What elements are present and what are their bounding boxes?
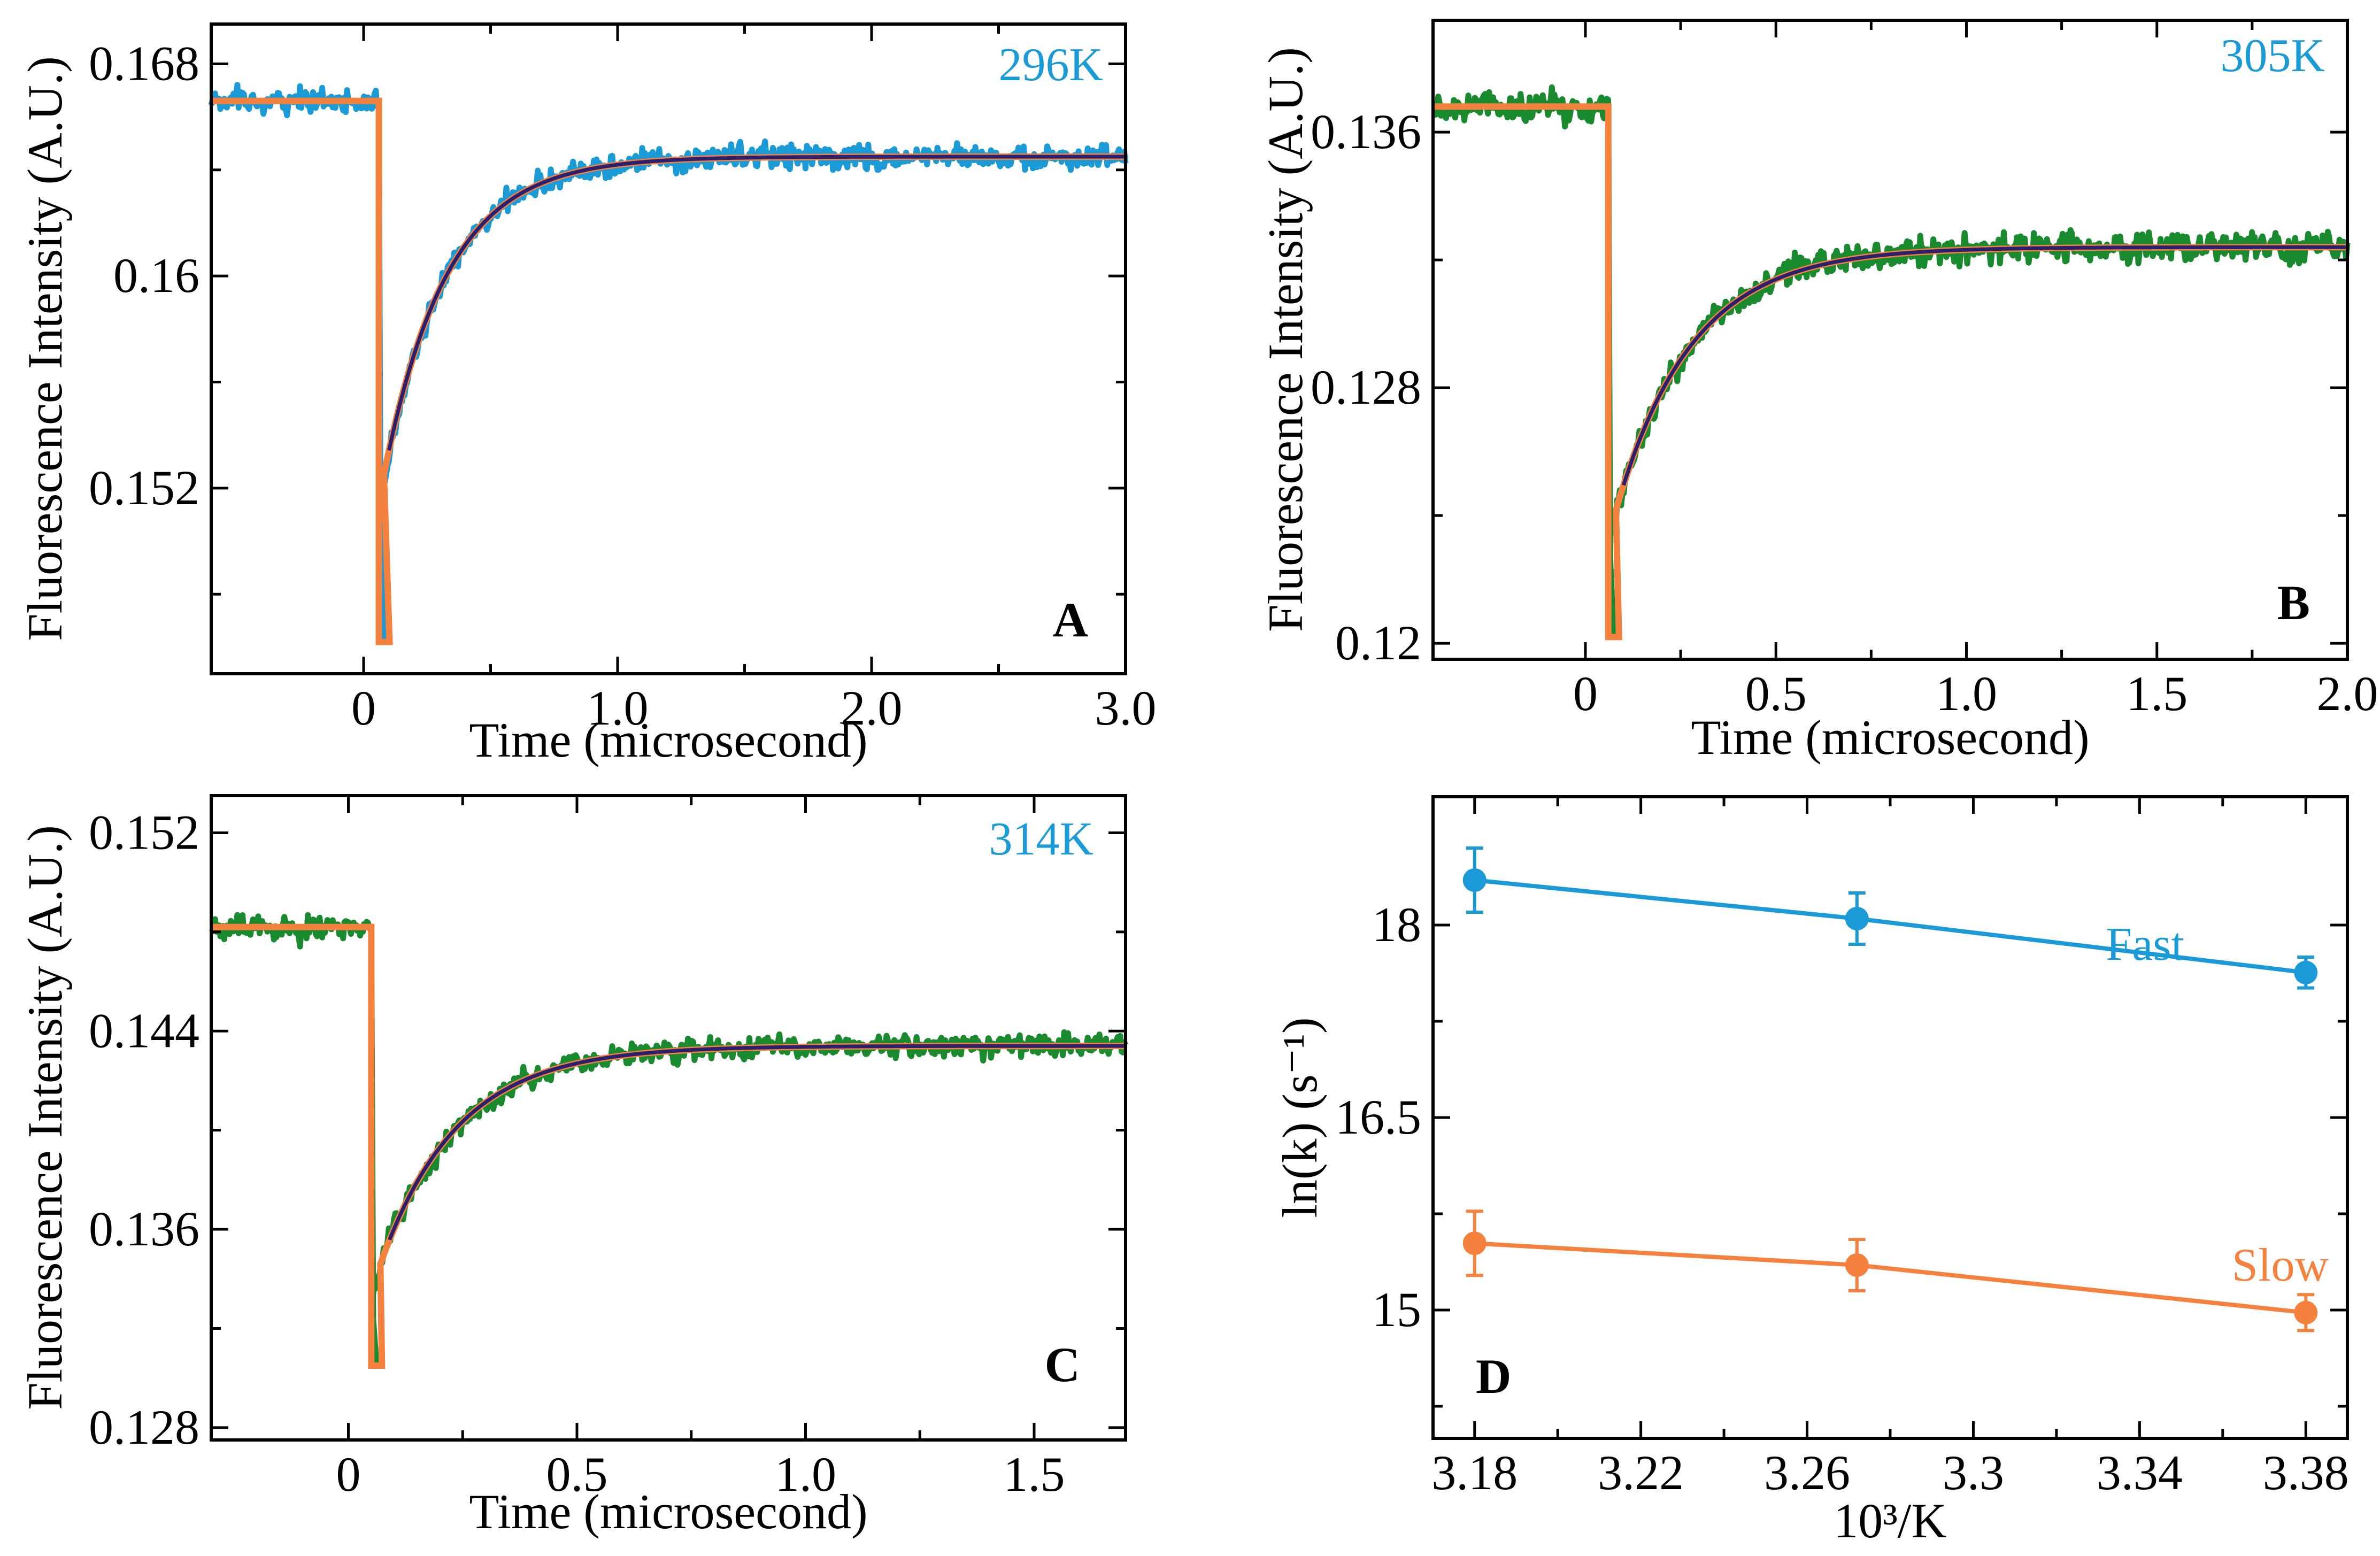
panel-c-y-tick-label: 0.144	[89, 1003, 199, 1058]
panel-c-panel-label: C	[1045, 1337, 1080, 1392]
panel-a-y-tick-label: 0.16	[113, 248, 199, 303]
panel-c: 0 0.5 1.0 1.5 0.152 0.144 0.136 0.128 314K C Ti…	[18, 794, 1128, 1539]
panel-a-ticks: 0 1.0 2.0 3.0 0.168 0.16 0.152	[89, 24, 1157, 735]
panel-d-legend-slow: Slow	[2232, 1239, 2329, 1291]
panel-d-x-tick-label: 3.26	[1764, 1445, 1850, 1500]
panel-d: Fast Slow 3.18 3.22 3.26 3.3 3.34 3.38 18 16.5 15…	[1273, 795, 2349, 1548]
panel-b-series-exponential-fit-line	[1621, 245, 2347, 486]
panel-a-panel-label: A	[1053, 592, 1088, 647]
panel-b-frame	[1431, 19, 2349, 661]
panel-a-x-axis-label: Time (microsecond)	[469, 713, 867, 767]
panel-d-x-tick-label: 3.38	[2263, 1445, 2349, 1500]
panel-d-series-slow-line	[1474, 1241, 2306, 1315]
panel-c-series-exponential-fit-line	[388, 1044, 1126, 1241]
panel-b-series-data-line	[1431, 84, 2351, 640]
panel-d-fast-point	[1845, 907, 1869, 930]
panel-b-ticks: 0 0.5 1.0 1.5 2.0 0.136 0.128 0.12	[1311, 20, 2378, 721]
panel-a-series-data-line	[208, 82, 1129, 645]
panel-b-y-tick-label: 0.136	[1311, 104, 1421, 159]
panel-b-x-tick-label: 0	[1573, 666, 1598, 721]
panel-a-frame	[210, 22, 1127, 675]
panel-c-y-tick-label: 0.136	[89, 1201, 199, 1256]
panel-c-y-axis-label: Fluorescence Intensity (A.U.)	[18, 825, 72, 1409]
panel-c-ticks: 0 0.5 1.0 1.5 0.152 0.144 0.136 0.128	[89, 796, 1126, 1501]
panel-b-temperature-label: 305K	[2220, 30, 2325, 82]
panel-c-temperature-label: 314K	[989, 813, 1093, 865]
panel-b-y-tick-label: 0.12	[1335, 615, 1421, 670]
panel-a-series-step-fit-line	[211, 97, 1126, 645]
panel-c-x-tick-label: 0	[336, 1447, 361, 1501]
panel-a-x-tick-label: 2.0	[841, 681, 903, 735]
panel-d-slow-point	[1462, 1231, 1486, 1255]
panel-b-x-axis-label: Time (microsecond)	[1691, 710, 2089, 765]
panel-d-slow-point	[2294, 1300, 2318, 1324]
panel-a-y-tick-label: 0.152	[89, 460, 199, 515]
panel-d-ticks: 3.18 3.22 3.26 3.3 3.34 3.38 18 16.5 15	[1335, 797, 2349, 1500]
panel-b-x-tick-label: 1.0	[1936, 666, 1997, 721]
panel-c-y-tick-label: 0.152	[89, 805, 199, 860]
panel-d-fast-point	[1462, 868, 1486, 892]
panel-c-x-axis-label: Time (microsecond)	[469, 1484, 867, 1539]
panel-b-marks	[1431, 84, 2351, 641]
panel-c-frame	[210, 794, 1127, 1442]
panel-a-x-tick-label: 1.0	[587, 681, 649, 735]
panel-d-y-tick-label: 16.5	[1335, 1090, 1421, 1144]
panel-a-series-exponential-fit-line	[387, 155, 1126, 451]
panel-d-fast-point	[2294, 960, 2318, 984]
panel-d-x-tick-label: 3.34	[2097, 1445, 2183, 1500]
panel-c-y-tick-label: 0.128	[89, 1400, 199, 1454]
panel-a-x-tick-label: 0	[351, 681, 376, 735]
panel-a-x-tick-label: 3.0	[1095, 681, 1157, 735]
panel-a-marks	[208, 82, 1129, 645]
panel-b-y-tick-label: 0.128	[1311, 360, 1421, 414]
panel-b-series-step-fit-line	[1433, 103, 2347, 641]
panel-d-y-tick-label: 18	[1372, 897, 1421, 952]
panel-b-x-tick-label: 0.5	[1745, 666, 1807, 721]
panel-c-series-step-fit-line	[211, 923, 1126, 1369]
panel-c-series-data-line	[209, 912, 1128, 1369]
panel-a-temperature-label: 296K	[998, 39, 1103, 91]
panel-c-x-tick-label: 1.0	[775, 1447, 836, 1501]
panel-d-legend-fast: Fast	[2106, 919, 2184, 970]
panel-b-panel-label: B	[2277, 575, 2310, 630]
panel-d-x-tick-label: 3.22	[1598, 1445, 1684, 1500]
panel-d-x-axis-label: 10³/K	[1834, 1493, 1947, 1548]
panel-b: 0 0.5 1.0 1.5 2.0 0.136 0.128 0.12 305K B Time …	[1258, 19, 2378, 765]
panel-a-y-tick-label: 0.168	[89, 36, 199, 90]
panel-a-y-axis-label: Fluorescence Intensity (A.U.)	[18, 56, 72, 641]
panel-c-x-tick-label: 1.5	[1004, 1447, 1065, 1501]
panel-d-marks: Fast Slow	[1462, 846, 2329, 1332]
panel-d-panel-label: D	[1476, 1349, 1511, 1404]
panel-b-x-tick-label: 1.5	[2126, 666, 2188, 721]
panel-a: 0 1.0 2.0 3.0 0.168 0.16 0.152 296K A Time (mi…	[18, 22, 1157, 767]
panel-d-frame	[1431, 795, 2349, 1440]
panel-c-x-tick-label: 0.5	[546, 1447, 608, 1501]
panel-d-y-axis-label: ln(k) (s⁻¹)	[1273, 1017, 1327, 1218]
panel-b-y-axis-label: Fluorescence Intensity (A.U.)	[1258, 47, 1313, 631]
panel-d-y-tick-label: 15	[1372, 1282, 1421, 1337]
panel-c-marks	[209, 912, 1128, 1369]
panel-d-slow-point	[1845, 1253, 1869, 1277]
panel-d-x-tick-label: 3.3	[1943, 1445, 2004, 1500]
panel-b-x-tick-label: 2.0	[2317, 666, 2378, 721]
panel-d-x-tick-label: 3.18	[1431, 1445, 1518, 1500]
